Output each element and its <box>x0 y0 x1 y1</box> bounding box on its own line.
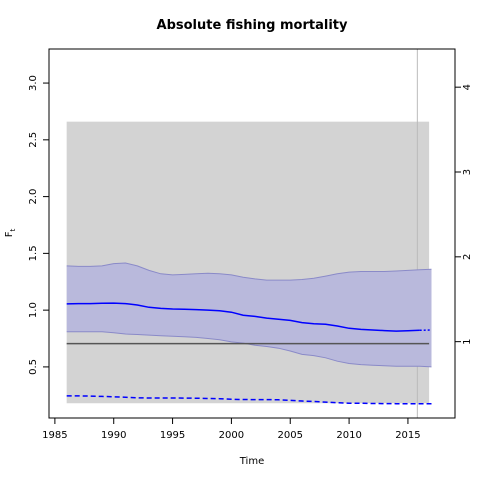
y2-tick-label: 1 <box>462 338 473 344</box>
y-tick-label: 2.0 <box>28 189 39 205</box>
x-tick-label: 2010 <box>336 430 361 441</box>
y2-tick-label: 2 <box>462 254 473 260</box>
x-tick-label: 1990 <box>101 430 126 441</box>
y2-tick-label: 3 <box>462 169 473 175</box>
plot-area <box>66 49 432 418</box>
x-tick-label: 2015 <box>395 430 420 441</box>
y-axis-label-subscript: t <box>9 228 17 231</box>
x-tick-label: 2000 <box>219 430 244 441</box>
y-tick-label: 2.5 <box>28 132 39 148</box>
estimate-line <box>66 302 420 332</box>
x-tick-label: 2005 <box>278 430 303 441</box>
y-axis: 0.5 1.0 1.5 2.0 2.5 3.0 <box>28 75 50 375</box>
dashed-line <box>66 395 432 405</box>
y-axis-label-main: F <box>4 231 15 237</box>
x-axis: 1985 1990 1995 2000 2005 2010 2015 <box>42 417 421 441</box>
confidence-band <box>66 263 432 367</box>
y-tick-label: 0.5 <box>28 359 39 375</box>
ci-upper-line <box>66 262 432 281</box>
x-tick-label: 1985 <box>42 430 67 441</box>
chart-title: Absolute fishing mortality <box>157 18 348 33</box>
y-tick-label: 1.0 <box>28 302 39 318</box>
y-axis-label: Ft <box>4 228 17 237</box>
y2-axis: 1 2 3 4 <box>455 84 473 345</box>
y-tick-label: 3.0 <box>28 75 39 91</box>
y2-tick-label: 4 <box>462 84 473 90</box>
y-tick-label: 1.5 <box>28 245 39 261</box>
x-axis-label: Time <box>239 456 264 467</box>
x-tick-label: 1995 <box>160 430 185 441</box>
